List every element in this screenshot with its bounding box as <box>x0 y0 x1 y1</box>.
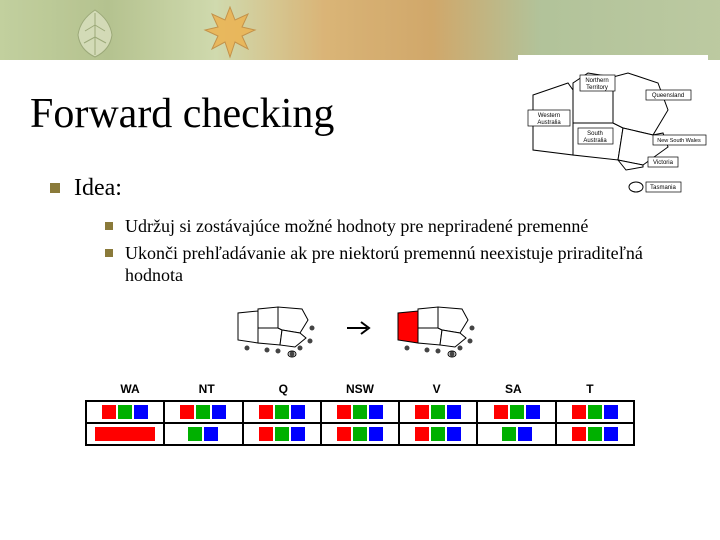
domain-cell <box>243 401 321 423</box>
color-box <box>588 405 602 419</box>
domain-cell <box>399 401 477 423</box>
color-box <box>337 405 351 419</box>
color-box <box>212 405 226 419</box>
slide-title: Forward checking <box>30 90 334 138</box>
color-box <box>259 427 273 441</box>
variable-labels-row: WA NT Q NSW V SA T <box>95 382 625 396</box>
svg-text:Tasmania: Tasmania <box>650 185 676 191</box>
bullet-text: Ukonči prehľadávanie ak pre niektorú pre… <box>125 242 665 287</box>
domain-cell <box>321 401 399 423</box>
var-label: NT <box>172 382 242 396</box>
color-box <box>337 427 351 441</box>
color-box <box>275 405 289 419</box>
idea-bullet: Idea: <box>50 175 122 202</box>
color-box <box>353 427 367 441</box>
bullet-text: Udržuj si zostávajúce možné hodnoty pre … <box>125 215 588 238</box>
color-box <box>102 405 116 419</box>
domain-cell <box>556 423 634 445</box>
color-box <box>415 427 429 441</box>
color-box <box>196 405 210 419</box>
svg-text:Australia: Australia <box>583 138 607 144</box>
color-box <box>431 427 445 441</box>
color-box <box>510 405 524 419</box>
color-box <box>604 427 618 441</box>
mini-map-after <box>390 298 490 358</box>
svg-text:Western: Western <box>538 113 560 119</box>
color-box <box>518 427 532 441</box>
color-box <box>447 405 461 419</box>
color-box <box>275 427 289 441</box>
svg-text:Australia: Australia <box>537 120 561 126</box>
sub-bullet-list: Udržuj si zostávajúce možné hodnoty pre … <box>105 215 665 291</box>
idea-label: Idea: <box>74 175 122 202</box>
bullet-square-icon <box>105 222 113 230</box>
domain-table <box>85 400 635 446</box>
color-box <box>494 405 508 419</box>
australia-map-large: Western Australia Northern Territory Sou… <box>518 55 708 205</box>
color-box <box>291 405 305 419</box>
mini-maps-transition <box>230 295 490 360</box>
domain-cell <box>477 423 555 445</box>
domain-cell <box>556 401 634 423</box>
color-box <box>526 405 540 419</box>
domain-cell <box>164 401 242 423</box>
domain-cell <box>86 423 164 445</box>
decorative-header-strip <box>0 0 720 60</box>
color-box <box>188 427 202 441</box>
color-box <box>588 427 602 441</box>
color-box <box>572 427 586 441</box>
svg-text:Northern: Northern <box>585 78 608 84</box>
color-box <box>369 427 383 441</box>
table-row <box>86 423 634 445</box>
color-box <box>502 427 516 441</box>
svg-text:Territory: Territory <box>586 85 608 91</box>
color-box <box>369 405 383 419</box>
var-label: NSW <box>325 382 395 396</box>
svg-text:Queensland: Queensland <box>652 93 684 99</box>
svg-text:Victoria: Victoria <box>653 160 674 166</box>
color-box <box>431 405 445 419</box>
color-box <box>415 405 429 419</box>
var-label: WA <box>95 382 165 396</box>
table-row <box>86 401 634 423</box>
svg-text:New South Wales: New South Wales <box>657 138 701 144</box>
color-box <box>572 405 586 419</box>
color-box <box>204 427 218 441</box>
color-box <box>604 405 618 419</box>
domain-cell <box>86 401 164 423</box>
color-box <box>259 405 273 419</box>
arrow-icon <box>345 318 375 338</box>
var-label: T <box>555 382 625 396</box>
mini-map-before <box>230 298 330 358</box>
color-box <box>134 405 148 419</box>
color-box <box>118 405 132 419</box>
domain-cell <box>321 423 399 445</box>
domain-cell <box>477 401 555 423</box>
domain-cell <box>243 423 321 445</box>
var-label: Q <box>248 382 318 396</box>
var-label: V <box>402 382 472 396</box>
color-box <box>353 405 367 419</box>
color-box <box>95 427 155 441</box>
maple-leaf-decoration <box>200 2 260 60</box>
color-box <box>291 427 305 441</box>
domain-cell <box>164 423 242 445</box>
list-item: Ukonči prehľadávanie ak pre niektorú pre… <box>105 242 665 287</box>
bullet-square-icon <box>50 183 60 193</box>
list-item: Udržuj si zostávajúce možné hodnoty pre … <box>105 215 665 238</box>
svg-text:South: South <box>587 131 603 137</box>
domain-cell <box>399 423 477 445</box>
color-box <box>180 405 194 419</box>
color-box <box>447 427 461 441</box>
var-label: SA <box>478 382 548 396</box>
leaf-decoration <box>70 5 120 60</box>
bullet-square-icon <box>105 249 113 257</box>
